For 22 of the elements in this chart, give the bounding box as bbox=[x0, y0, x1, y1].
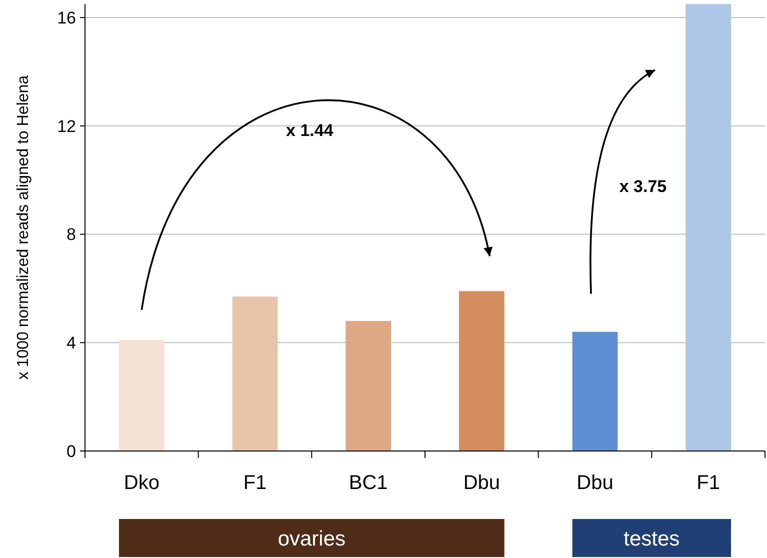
x-tick-label: Dbu bbox=[576, 472, 614, 494]
x-tick-label: Dko bbox=[124, 472, 160, 494]
text: ovaries bbox=[278, 527, 346, 550]
bar bbox=[232, 296, 278, 451]
y-tick-label: 4 bbox=[66, 334, 76, 353]
bar bbox=[686, 4, 731, 451]
y-tick-label: 12 bbox=[57, 116, 76, 136]
y-tick-label: 16 bbox=[57, 8, 76, 28]
bar bbox=[459, 291, 504, 451]
x-tick-label: F1 bbox=[243, 472, 267, 494]
bar bbox=[346, 320, 391, 451]
bar bbox=[572, 332, 618, 451]
x-tick-label: BC1 bbox=[348, 472, 388, 494]
annotation: x 1.44 bbox=[286, 121, 334, 140]
y-tick-label: 8 bbox=[66, 225, 76, 244]
text: testes bbox=[624, 527, 680, 550]
x-tick-label: F1 bbox=[696, 472, 720, 494]
annotation: x 3.75 bbox=[619, 177, 667, 196]
y-axis-title: x 1000 normalized reads aligned to Helena bbox=[15, 75, 32, 380]
bar bbox=[119, 340, 164, 451]
y-tick-label: 0 bbox=[66, 442, 76, 461]
x-tick-label: Dbu bbox=[463, 472, 500, 494]
